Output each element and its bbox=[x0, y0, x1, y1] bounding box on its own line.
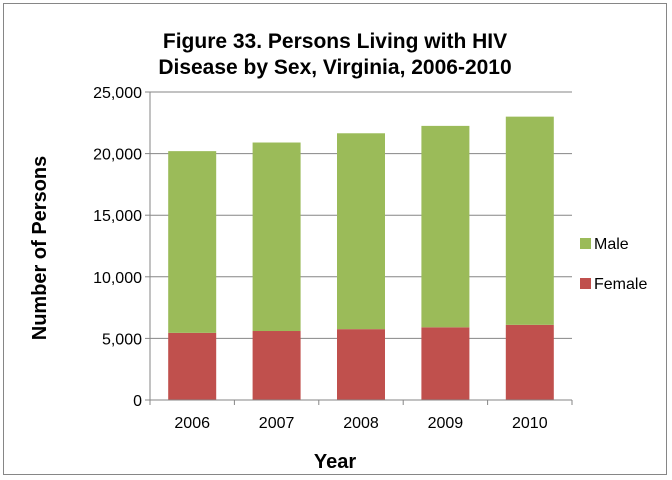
y-tick-label: 20,000 bbox=[93, 147, 142, 164]
y-tick-labels: 0 5,000 10,000 15,000 20,000 25,000 bbox=[93, 85, 142, 410]
bars bbox=[145, 91, 573, 405]
chart-frame bbox=[3, 3, 667, 475]
bar-female-2008 bbox=[337, 329, 385, 400]
bar-male-2007 bbox=[252, 142, 301, 332]
bar-female-2006 bbox=[168, 332, 217, 400]
x-tick-labels: 2006 2007 2008 2009 2010 bbox=[174, 415, 547, 432]
y-axis-title: Number of Persons bbox=[29, 156, 51, 340]
y-tick-label: 0 bbox=[133, 393, 142, 410]
bar-male-2009 bbox=[421, 125, 470, 328]
y-tick-label: 15,000 bbox=[93, 208, 142, 225]
x-tick-label: 2007 bbox=[259, 415, 295, 432]
y-tick-label: 5,000 bbox=[102, 331, 142, 348]
y-tick-label: 10,000 bbox=[93, 270, 142, 287]
x-axis-title: Year bbox=[314, 451, 356, 473]
chart-title-line-1: Figure 33. Persons Living with HIV bbox=[163, 30, 507, 53]
chart-title-line-2: Disease by Sex, Virginia, 2006-2010 bbox=[158, 56, 511, 79]
bar-female-2010 bbox=[505, 324, 554, 400]
bar-male-2008 bbox=[337, 133, 385, 330]
x-tick-label: 2009 bbox=[428, 415, 464, 432]
x-tick-label: 2008 bbox=[343, 415, 379, 432]
legend-label-female: Female bbox=[594, 276, 647, 293]
bar-female-2009 bbox=[421, 327, 470, 400]
x-tick-label: 2006 bbox=[174, 415, 210, 432]
legend-swatch-male bbox=[580, 238, 591, 249]
bar-male-2010 bbox=[505, 116, 554, 325]
x-tick-label: 2010 bbox=[512, 415, 548, 432]
bar-male-2006 bbox=[168, 151, 217, 333]
y-tick-label: 25,000 bbox=[93, 85, 142, 102]
legend-swatch-female bbox=[580, 278, 591, 289]
legend: Male Female bbox=[580, 236, 647, 293]
bar-female-2007 bbox=[252, 331, 301, 400]
legend-label-male: Male bbox=[594, 236, 629, 253]
